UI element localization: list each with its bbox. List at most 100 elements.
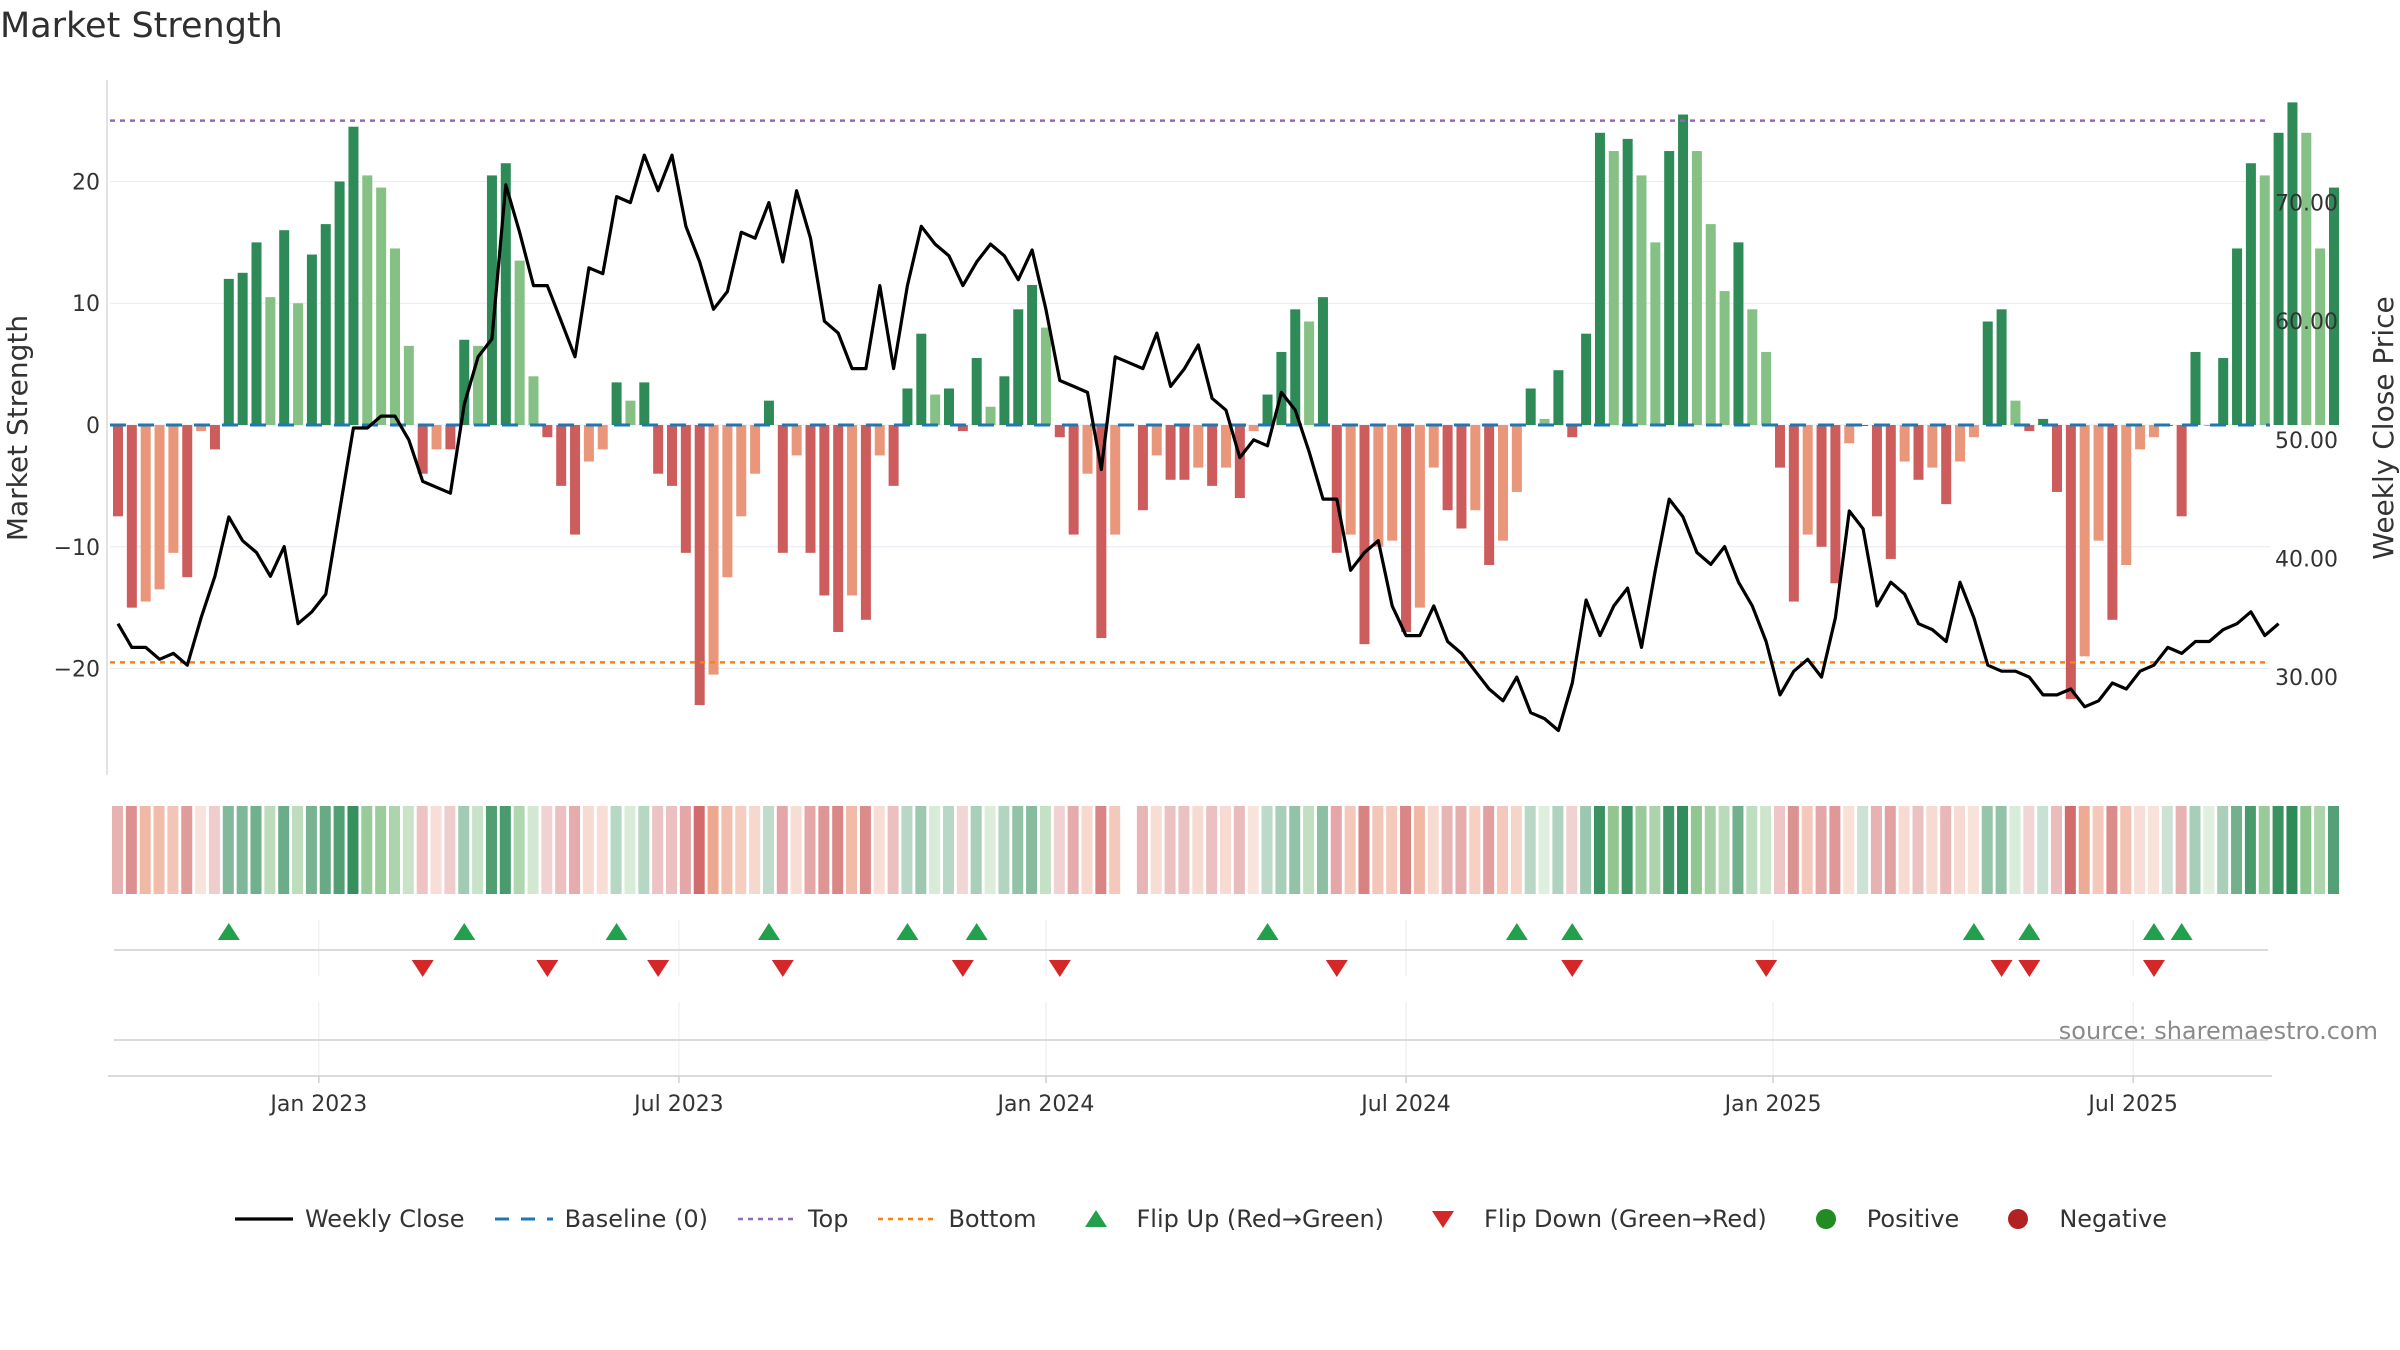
strength-bar bbox=[1013, 309, 1024, 425]
x-tick-label: Jan 2025 bbox=[1723, 1092, 1822, 1117]
strip-cell bbox=[1912, 806, 1924, 894]
flip-down-marker bbox=[1990, 960, 2013, 977]
flip-down-marker bbox=[536, 960, 559, 977]
strength-bar bbox=[1428, 425, 1439, 468]
line-legend-icon bbox=[233, 1207, 295, 1231]
strip-cell bbox=[319, 806, 331, 894]
strip-cell bbox=[1289, 806, 1301, 894]
strength-bar bbox=[680, 425, 691, 553]
strip-cell bbox=[236, 806, 248, 894]
strength-bar bbox=[930, 394, 941, 425]
strip-cell bbox=[112, 806, 123, 894]
strip-cell bbox=[2314, 806, 2326, 894]
strip-cell bbox=[887, 806, 899, 894]
strength-bar bbox=[154, 425, 165, 590]
strip-cell bbox=[1206, 806, 1218, 894]
strength-bar bbox=[1331, 425, 1342, 553]
legend: Weekly Close Baseline (0) Top Bottom Flip Up… bbox=[0, 1205, 2400, 1233]
strength-bar bbox=[334, 181, 345, 425]
strip-cell bbox=[1926, 806, 1938, 894]
strip-cell bbox=[790, 806, 802, 894]
strip-cell bbox=[1580, 806, 1592, 894]
strength-bar bbox=[2329, 187, 2339, 425]
strip-cell bbox=[1843, 806, 1855, 894]
strength-bar bbox=[1193, 425, 1204, 468]
strip-cell bbox=[1026, 806, 1038, 894]
strip-cell bbox=[347, 806, 359, 894]
strength-bar bbox=[2024, 425, 2035, 432]
x-tick-label: Jul 2023 bbox=[632, 1092, 724, 1117]
strength-bar bbox=[999, 376, 1010, 425]
strip-cell bbox=[610, 806, 622, 894]
strength-strip bbox=[112, 806, 2339, 894]
strength-bar bbox=[1830, 425, 1841, 584]
strength-bar bbox=[265, 297, 276, 425]
strip-cell bbox=[541, 806, 553, 894]
y2-tick-label: 60.00 bbox=[2275, 310, 2338, 335]
strength-bar bbox=[1844, 425, 1855, 444]
strip-cell bbox=[2134, 806, 2146, 894]
strength-bar bbox=[1345, 425, 1356, 535]
strip-cell bbox=[1801, 806, 1813, 894]
strength-bar bbox=[126, 425, 137, 608]
strength-bar bbox=[1317, 297, 1328, 425]
strength-bar bbox=[1387, 425, 1398, 541]
strip-cell bbox=[2147, 806, 2159, 894]
strip-cell bbox=[1870, 806, 1882, 894]
legend-item-bottom: Bottom bbox=[876, 1205, 1037, 1233]
strip-cell bbox=[1538, 806, 1550, 894]
strip-cell bbox=[1607, 806, 1619, 894]
strip-cell bbox=[1774, 806, 1785, 894]
strip-cell bbox=[915, 806, 927, 894]
reference-lines bbox=[110, 119, 2270, 664]
strip-cell bbox=[1483, 806, 1495, 894]
strength-bar bbox=[417, 425, 428, 474]
y-tick-label: −20 bbox=[54, 658, 100, 683]
strip-cell bbox=[139, 806, 151, 894]
strength-bar bbox=[459, 339, 470, 425]
strength-bar bbox=[944, 388, 954, 425]
x-tick-label: Jul 2025 bbox=[2086, 1092, 2178, 1117]
strip-cell bbox=[333, 806, 345, 894]
strength-bar bbox=[722, 425, 733, 578]
y-tick-label: 0 bbox=[86, 414, 100, 439]
strip-cell bbox=[1718, 806, 1730, 894]
strip-cell bbox=[1164, 806, 1176, 894]
flip-down-marker bbox=[1561, 960, 1584, 977]
strength-bar bbox=[500, 163, 511, 425]
strip-cell bbox=[1995, 806, 2007, 894]
weekly-close-line bbox=[116, 153, 2280, 733]
strength-bar bbox=[653, 425, 664, 474]
strength-bar bbox=[708, 425, 719, 675]
legend-item-line: Weekly Close bbox=[233, 1205, 465, 1233]
flip-down-marker bbox=[647, 960, 670, 977]
flip-up-marker bbox=[217, 923, 240, 940]
strip-cell bbox=[1787, 806, 1799, 894]
strip-cell bbox=[929, 806, 941, 894]
strength-bar bbox=[2176, 425, 2187, 517]
strip-cell bbox=[1635, 806, 1647, 894]
flip-up-marker bbox=[965, 923, 988, 940]
strength-bar bbox=[1982, 321, 1993, 425]
flip-down-marker bbox=[1755, 960, 1778, 977]
strip-cell bbox=[2064, 806, 2076, 894]
flip-down-marker bbox=[1048, 960, 1071, 977]
strength-bar bbox=[2052, 425, 2062, 492]
strip-cell bbox=[1649, 806, 1661, 894]
strength-bar bbox=[390, 248, 400, 425]
strip-cell bbox=[943, 806, 954, 894]
strip-cell bbox=[1067, 806, 1079, 894]
strength-bar bbox=[1054, 425, 1065, 438]
strip-cell bbox=[1524, 806, 1536, 894]
strength-bar bbox=[237, 272, 248, 425]
strength-bar bbox=[985, 406, 996, 425]
strength-bar bbox=[2148, 425, 2159, 438]
legend-label: Baseline (0) bbox=[564, 1205, 708, 1233]
strip-cell bbox=[956, 806, 968, 894]
strip-cell bbox=[1663, 806, 1675, 894]
flip-down-marker bbox=[771, 960, 794, 977]
strip-cell bbox=[1095, 806, 1107, 894]
negative-legend-icon bbox=[1987, 1207, 2049, 1231]
strip-cell bbox=[555, 806, 567, 894]
strength-bar bbox=[293, 303, 304, 425]
